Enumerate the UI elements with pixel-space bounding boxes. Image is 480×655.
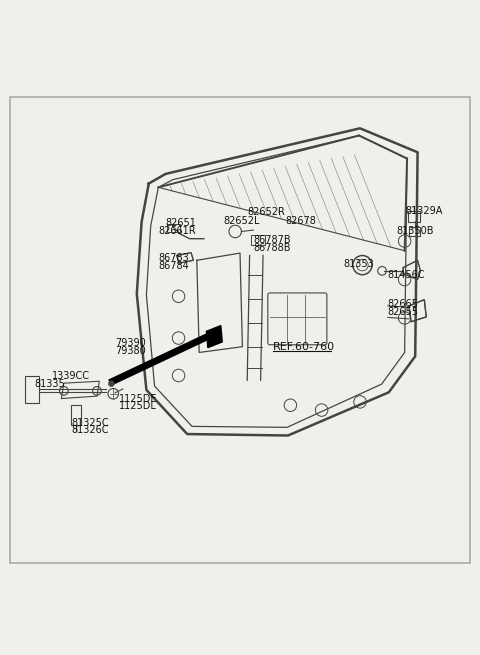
Text: 82665: 82665 — [388, 299, 419, 309]
Bar — [251, 235, 265, 245]
Bar — [71, 405, 81, 425]
Text: 81329A: 81329A — [406, 206, 443, 216]
Text: 81335: 81335 — [35, 379, 65, 389]
Text: 86784: 86784 — [158, 261, 189, 271]
Text: 82661R: 82661R — [158, 225, 196, 236]
Text: 1339CC: 1339CC — [52, 371, 90, 381]
Text: 1125DL: 1125DL — [119, 402, 157, 411]
Text: 86788B: 86788B — [253, 243, 291, 253]
Bar — [408, 212, 420, 222]
Text: 1125DE: 1125DE — [119, 394, 157, 403]
Polygon shape — [206, 326, 222, 348]
Text: 81456C: 81456C — [388, 270, 425, 280]
Bar — [167, 224, 180, 231]
Bar — [409, 227, 420, 236]
Text: 86783: 86783 — [158, 253, 189, 263]
Text: 86787B: 86787B — [253, 235, 291, 245]
Text: 82678: 82678 — [286, 216, 316, 226]
Text: 82655: 82655 — [388, 307, 419, 317]
Text: 79380: 79380 — [115, 346, 146, 356]
Text: 82652L: 82652L — [223, 216, 260, 226]
Text: REF.60-760: REF.60-760 — [273, 342, 335, 352]
Text: 81350B: 81350B — [396, 227, 433, 236]
Text: 79390: 79390 — [115, 338, 146, 348]
Text: 82652R: 82652R — [247, 207, 285, 217]
Text: 82651: 82651 — [166, 218, 196, 228]
Text: 81326C: 81326C — [71, 425, 108, 435]
Bar — [25, 375, 39, 403]
Text: 81353: 81353 — [343, 259, 374, 269]
Text: 81325C: 81325C — [71, 417, 108, 428]
Circle shape — [108, 381, 114, 386]
